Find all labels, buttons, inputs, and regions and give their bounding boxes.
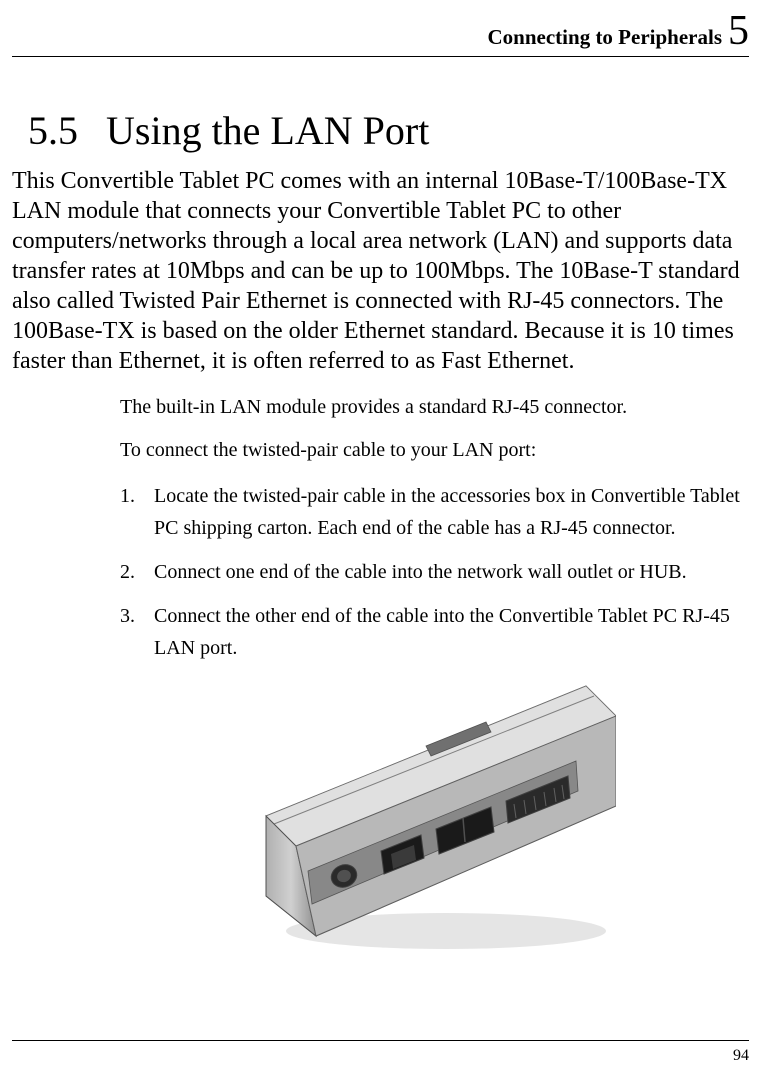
step-item: 1. Locate the twisted-pair cable in the … xyxy=(120,480,741,544)
chapter-title: Connecting to Peripherals xyxy=(488,25,722,50)
step-number: 2. xyxy=(120,556,154,588)
step-number: 1. xyxy=(120,480,154,544)
section-heading: 5.5 Using the LAN Port xyxy=(28,107,749,154)
paragraph-2: To connect the twisted-pair cable to you… xyxy=(120,437,741,464)
step-text: Connect one end of the cable into the ne… xyxy=(154,556,741,588)
section-title: Using the LAN Port xyxy=(106,107,429,154)
page-footer: 94 xyxy=(12,1040,749,1065)
paragraph-1: The built-in LAN module provides a stand… xyxy=(120,394,741,421)
page-header: Connecting to Peripherals 5 xyxy=(12,10,749,57)
tablet-ports-figure xyxy=(246,676,616,956)
step-item: 3. Connect the other end of the cable in… xyxy=(120,600,741,664)
page-number: 94 xyxy=(733,1047,749,1064)
intro-paragraph: This Convertible Tablet PC comes with an… xyxy=(12,166,749,376)
section-number: 5.5 xyxy=(28,107,78,154)
step-number: 3. xyxy=(120,600,154,664)
step-text: Connect the other end of the cable into … xyxy=(154,600,741,664)
step-item: 2. Connect one end of the cable into the… xyxy=(120,556,741,588)
step-text: Locate the twisted-pair cable in the acc… xyxy=(154,480,741,544)
figure-container xyxy=(120,676,741,956)
indented-content: The built-in LAN module provides a stand… xyxy=(120,394,741,956)
chapter-number: 5 xyxy=(728,10,749,52)
